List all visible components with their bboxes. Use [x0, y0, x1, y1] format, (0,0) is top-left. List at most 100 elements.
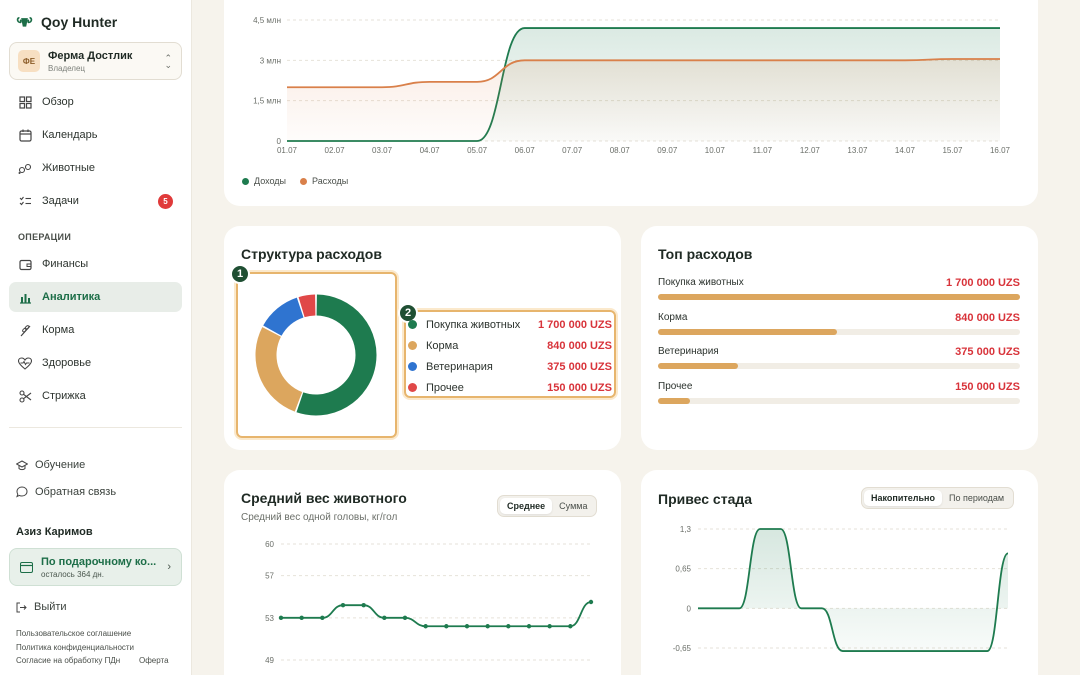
farm-switcher[interactable]: ФЕ Ферма Достлик Владелец ⌃ ⌄ [9, 42, 182, 80]
avg-weight-title: Средний вес животного [241, 490, 407, 506]
data-point [464, 624, 470, 629]
sidebar-item-label: Финансы [42, 258, 89, 270]
top-expense-row: Покупка животных 1 700 000 UZS [658, 277, 1020, 300]
x-tick-label: 03.07 [372, 146, 393, 155]
progress-fill [658, 329, 837, 335]
sidebar-item-animals[interactable]: Животные [9, 153, 182, 183]
legend-item-income[interactable]: Доходы [242, 176, 286, 186]
sidebar-item-shearing[interactable]: Стрижка [9, 381, 182, 411]
credit-card-icon [20, 561, 33, 573]
expense-structure-card [224, 226, 621, 450]
x-tick-label: 05.07 [467, 146, 488, 155]
avg-weight-subtitle: Средний вес одной головы, кг/гол [241, 512, 398, 523]
y-tick-label: 60 [265, 540, 274, 549]
data-point [361, 602, 366, 608]
data-point [278, 615, 284, 621]
scissors-icon [18, 389, 32, 403]
feedback-link[interactable]: Обратная связь [16, 486, 116, 498]
subscription-plan-card[interactable]: По подарочному ко... осталось 364 дн. › [9, 548, 182, 586]
marker-badge-1: 1 [230, 264, 250, 284]
sidebar-item-tasks[interactable]: Задачи 5 [9, 186, 182, 216]
logout-button[interactable]: Выйти [16, 601, 67, 613]
data-point [568, 624, 573, 629]
y-tick-label: 3 млн [260, 56, 281, 65]
toggle-periods[interactable]: По периодам [948, 493, 1005, 503]
sidebar-item-label: Обзор [42, 96, 74, 108]
privacy-link[interactable]: Политика конфиденциальности [16, 643, 135, 652]
item-value: 840 000 UZS [547, 339, 612, 352]
toggle-cumulative[interactable]: Накопительно [864, 490, 942, 506]
top-expenses-card [641, 226, 1038, 450]
item-label: Ветеринария [426, 360, 493, 373]
x-tick-label: 14.07 [895, 146, 916, 155]
calendar-icon [18, 128, 32, 142]
brand[interactable]: Qoy Hunter [16, 13, 117, 30]
plan-title: По подарочному ко... [41, 555, 157, 568]
sidebar-item-overview[interactable]: Обзор [9, 87, 182, 117]
series-area [287, 58, 1000, 141]
sidebar-item-label: Корма [42, 324, 75, 336]
data-point [340, 602, 346, 608]
sidebar-item-finance[interactable]: Финансы [9, 249, 182, 279]
sidebar: Qoy Hunter ФЕ Ферма Достлик Владелец ⌃ ⌄ … [0, 0, 192, 675]
legend-label: Доходы [254, 176, 287, 186]
top-expense-row: Корма 840 000 UZS [658, 312, 1020, 335]
sidebar-item-feed[interactable]: Корма [9, 315, 182, 345]
progress-track [658, 363, 1020, 369]
sidebar-item-calendar[interactable]: Календарь [9, 120, 182, 150]
row-value: 375 000 UZS [955, 346, 1020, 358]
app-name: Qoy Hunter [41, 13, 118, 30]
list-item: Ветеринария 375 000 UZS [408, 356, 612, 377]
avg-weight-mode-toggle: Среднее Сумма [497, 495, 598, 517]
chat-bubble-icon [16, 486, 28, 498]
item-label: Прочее [426, 381, 464, 394]
offer-link[interactable]: Оферта [139, 656, 169, 665]
sidebar-item-analytics[interactable]: Аналитика [9, 282, 182, 312]
legend-dot [408, 320, 417, 329]
farm-badge: ФЕ [18, 50, 40, 72]
expense-list-highlight-box [404, 310, 616, 398]
donut-slice [296, 294, 377, 416]
tasks-count-badge: 5 [158, 194, 173, 209]
income-expense-chart: 0 1,5 млн 3 млн 4,5 млн 01.07 02.07 03.07 04.07… [253, 16, 1011, 155]
x-tick-label: 13.07 [847, 146, 868, 155]
y-tick-label: 4,5 млн [253, 16, 281, 25]
data-point [320, 615, 325, 621]
progress-fill [658, 294, 1020, 300]
wheat-icon [18, 323, 32, 337]
y-tick-label: 57 [265, 572, 274, 581]
wallet-icon [18, 257, 32, 271]
sidebar-item-health[interactable]: Здоровье [9, 348, 182, 378]
top-expense-row: Ветеринария 375 000 UZS [658, 346, 1020, 369]
toggle-average[interactable]: Среднее [500, 498, 553, 514]
learning-link[interactable]: Обучение [16, 459, 85, 471]
x-tick-label: 16.07 [990, 146, 1011, 155]
item-value: 375 000 UZS [547, 360, 612, 373]
row-label: Ветеринария [658, 346, 719, 357]
series-line [287, 58, 1000, 89]
y-tick-label: 49 [265, 656, 274, 665]
donut-slice [298, 294, 316, 318]
legend-dot [408, 383, 417, 392]
top-expenses-title: Топ расходов [658, 246, 753, 262]
feedback-label: Обратная связь [35, 486, 117, 498]
series-line [280, 601, 592, 628]
x-tick-label: 15.07 [942, 146, 963, 155]
grid-icon [18, 95, 32, 109]
data-point [547, 624, 552, 629]
legend-dot [408, 362, 417, 371]
consent-link[interactable]: Согласие на обработку ПДн [16, 656, 121, 665]
terms-link[interactable]: Пользовательское соглашение [16, 629, 132, 638]
progress-fill [658, 363, 738, 369]
top-expense-row: Прочее 150 000 UZS [658, 381, 1020, 404]
sidebar-divider [9, 427, 182, 428]
row-value: 840 000 UZS [955, 312, 1020, 324]
toggle-sum[interactable]: Сумма [559, 501, 588, 511]
legend-item-expense[interactable]: Расходы [300, 176, 348, 186]
section-label-operations: ОПЕРАЦИИ [18, 232, 72, 242]
x-tick-label: 07.07 [562, 146, 583, 155]
x-tick-label: 01.07 [277, 146, 298, 155]
bar-chart-icon [18, 290, 32, 304]
data-point [506, 624, 511, 629]
user-name: Азиз Каримов [16, 526, 93, 538]
